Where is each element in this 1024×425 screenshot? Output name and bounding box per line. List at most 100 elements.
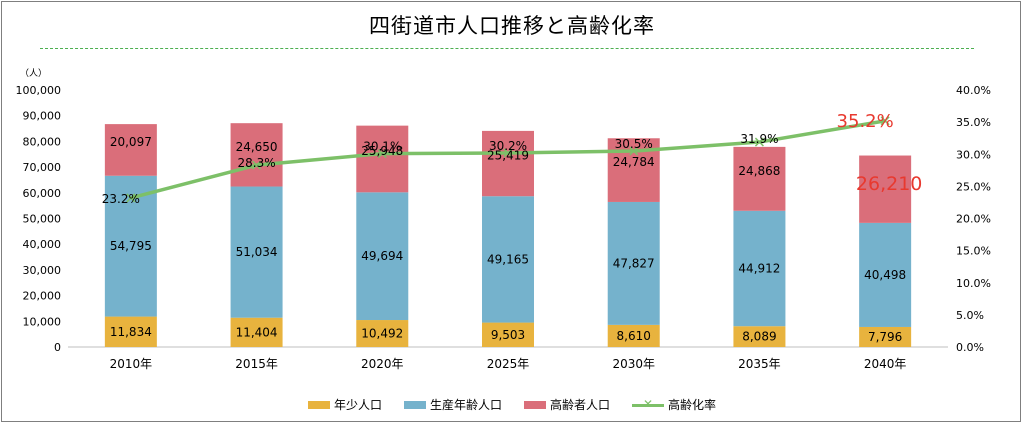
rate-label: 30.1% <box>363 140 401 154</box>
legend-item-elderly: 高齢者人口 <box>524 396 610 413</box>
bar-label-youth: 11,404 <box>236 325 278 339</box>
bar-elderly <box>230 123 283 187</box>
rate-marker <box>629 146 639 156</box>
rate-marker <box>377 149 387 159</box>
y-left-tick-label: 40,000 <box>23 238 62 251</box>
bar-working <box>104 175 157 317</box>
bar-working <box>733 210 786 327</box>
rate-label: 31.9% <box>740 132 778 146</box>
legend-item-youth: 年少人口 <box>307 396 382 413</box>
legend: 年少人口 生産年齢人口 高齢者人口 ✕ 高齢化率 <box>0 396 1024 413</box>
y-right-tick-label: 35.0% <box>956 116 991 129</box>
x-tick-label: 2040年 <box>864 357 907 371</box>
legend-swatch-youth <box>307 400 330 409</box>
y-right-tick-label: 20.0% <box>956 213 991 226</box>
bar-label-youth: 8,610 <box>617 329 651 343</box>
bar-label-working: 51,034 <box>236 245 278 259</box>
bar-label-elderly: 25,419 <box>487 149 529 163</box>
x-tick-label: 2030年 <box>612 357 655 371</box>
x-tick-label: 2015年 <box>235 357 278 371</box>
bar-label-youth: 7,796 <box>868 330 902 344</box>
bar-label-working: 47,827 <box>613 256 655 270</box>
legend-item-working: 生産年齢人口 <box>403 396 502 413</box>
rate-label: 35.2% <box>837 111 894 132</box>
bar-elderly <box>859 155 912 223</box>
title-divider <box>40 48 974 49</box>
bar-elderly <box>733 146 786 211</box>
bar-label-youth: 11,834 <box>110 325 152 339</box>
x-tick-label: 2025年 <box>487 357 530 371</box>
rate-label: 30.5% <box>615 137 653 151</box>
bar-label-working: 49,165 <box>487 252 529 266</box>
y-left-tick-label: 30,000 <box>23 264 62 277</box>
rate-marker <box>126 193 136 203</box>
y-left-unit-label: （人） <box>20 68 47 79</box>
bar-label-elderly: 20,097 <box>110 135 152 149</box>
x-tick-label: 2035年 <box>738 357 781 371</box>
legend-label-elderly: 高齢者人口 <box>550 398 611 412</box>
bar-youth <box>230 317 283 347</box>
bar-label-working: 49,694 <box>361 249 403 263</box>
bar-working <box>482 196 534 323</box>
y-right-tick-label: 0.0% <box>956 341 984 354</box>
y-left-tick-label: 0 <box>54 341 61 354</box>
bar-label-working: 40,498 <box>864 268 906 282</box>
legend-label-working: 生産年齢人口 <box>429 398 502 412</box>
bar-label-elderly: 24,868 <box>738 164 780 178</box>
rate-label: 23.2% <box>102 192 140 206</box>
legend-swatch-working <box>403 400 426 409</box>
y-left-tick-label: 70,000 <box>23 161 62 174</box>
bar-youth <box>356 320 409 347</box>
rate-label: 28.3% <box>238 156 276 170</box>
bar-working <box>230 186 283 318</box>
bar-working <box>607 201 660 325</box>
y-right-tick-label: 25.0% <box>956 180 991 193</box>
rate-label: 30.2% <box>489 139 527 153</box>
bar-working <box>859 222 912 327</box>
bar-youth <box>859 326 912 347</box>
legend-label-youth: 年少人口 <box>333 398 382 412</box>
bar-label-working: 44,912 <box>738 261 780 275</box>
y-left-tick-label: 80,000 <box>23 135 62 148</box>
legend-marker-icon: ✕ <box>643 396 654 411</box>
y-left-tick-label: 20,000 <box>23 290 62 303</box>
legend-swatch-elderly <box>524 400 546 409</box>
legend-label-rate: 高齢化率 <box>668 398 717 412</box>
bar-youth <box>607 324 660 347</box>
y-left-tick-label: 50,000 <box>23 213 62 226</box>
legend-item-rate: ✕ 高齢化率 <box>632 396 716 413</box>
bar-label-elderly: 24,784 <box>613 155 655 169</box>
y-right-tick-label: 30.0% <box>956 148 991 161</box>
bar-elderly <box>482 130 534 197</box>
rate-marker <box>754 137 764 147</box>
bar-label-elderly: 24,650 <box>236 140 278 154</box>
bar-label-elderly: 26,210 <box>856 173 922 195</box>
bar-elderly <box>104 124 157 176</box>
bar-working <box>356 192 409 321</box>
y-left-tick-label: 90,000 <box>23 110 62 123</box>
y-right-tick-label: 10.0% <box>956 277 991 290</box>
bar-label-youth: 8,089 <box>742 330 776 344</box>
bar-label-youth: 9,503 <box>491 328 525 342</box>
y-right-tick-label: 5.0% <box>956 309 984 322</box>
bar-youth <box>104 316 157 347</box>
legend-swatch-rate: ✕ <box>632 396 665 411</box>
bar-label-working: 54,795 <box>110 239 152 253</box>
bar-youth <box>733 326 786 347</box>
bar-label-youth: 10,492 <box>361 327 403 341</box>
rate-marker <box>503 148 513 158</box>
y-left-tick-label: 10,000 <box>23 315 62 328</box>
bar-youth <box>482 322 534 347</box>
rate-marker <box>252 160 262 170</box>
x-tick-label: 2020年 <box>361 357 404 371</box>
y-left-tick-label: 100,000 <box>16 84 62 97</box>
bar-label-elderly: 25,948 <box>361 144 403 158</box>
x-tick-label: 2010年 <box>110 357 153 371</box>
bar-elderly <box>356 125 409 193</box>
y-right-tick-label: 15.0% <box>956 245 991 258</box>
chart-title: 四街道市人口推移と高齢化率 <box>369 14 655 38</box>
y-left-tick-label: 60,000 <box>23 187 62 200</box>
y-right-tick-label: 40.0% <box>956 84 991 97</box>
